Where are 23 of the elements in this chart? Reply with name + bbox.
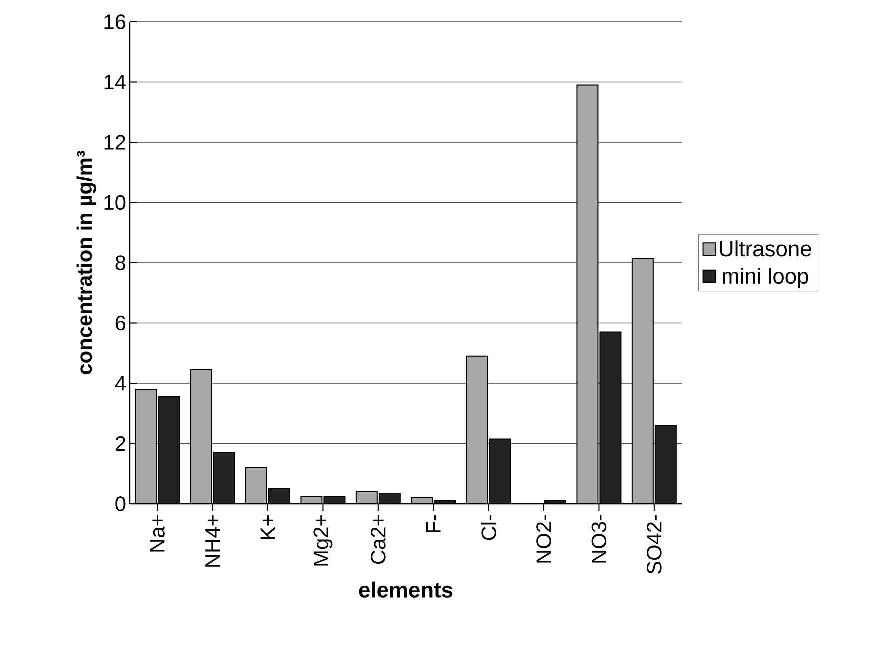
x-tick-label: K+ xyxy=(260,516,276,539)
y-tick-label: 6 xyxy=(116,316,126,331)
legend-label: mini loop xyxy=(723,268,808,288)
x-axis-title: elements xyxy=(359,582,453,598)
legend-label: Ultrasone xyxy=(720,240,812,257)
y-tick-label: 10 xyxy=(104,195,126,210)
y-tick-label: 8 xyxy=(116,256,126,270)
x-tick-label: Ca2+ xyxy=(371,516,386,564)
y-tick-label: 16 xyxy=(104,14,126,30)
y-tick-label: 12 xyxy=(104,135,126,150)
x-tick-label: NO2- xyxy=(536,515,552,563)
y-tick-label: 14 xyxy=(104,75,126,90)
x-tick-label: Cl- xyxy=(481,515,496,540)
x-tick-label: NO3- xyxy=(592,515,607,563)
y-tick-label: 0 xyxy=(116,496,126,512)
x-tick-label: Na+ xyxy=(150,516,165,552)
y-axis-title: concentration in µg/m³ xyxy=(76,151,96,375)
x-tick-label: NH4+ xyxy=(206,516,220,567)
y-tick-label: 4 xyxy=(115,376,126,391)
x-tick-label: Mg2+ xyxy=(314,516,333,566)
x-tick-label: F- xyxy=(426,515,441,533)
x-tick-label: SO42- xyxy=(647,515,662,574)
y-tick-label: 2 xyxy=(116,436,126,452)
